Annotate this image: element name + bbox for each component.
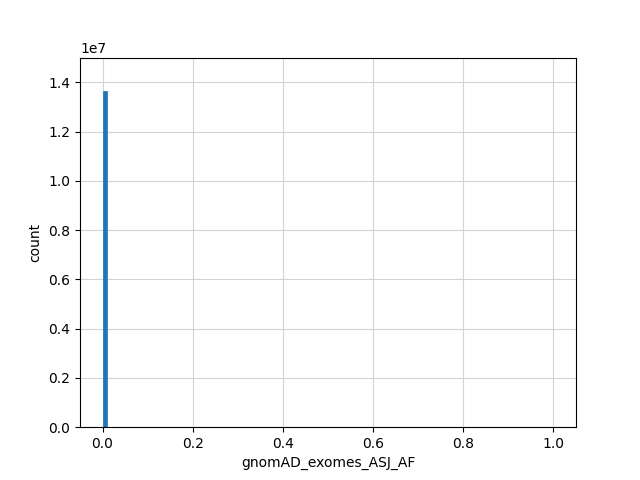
Y-axis label: count: count <box>29 223 43 262</box>
Bar <box>102 91 107 427</box>
X-axis label: gnomAD_exomes_ASJ_AF: gnomAD_exomes_ASJ_AF <box>241 456 415 470</box>
